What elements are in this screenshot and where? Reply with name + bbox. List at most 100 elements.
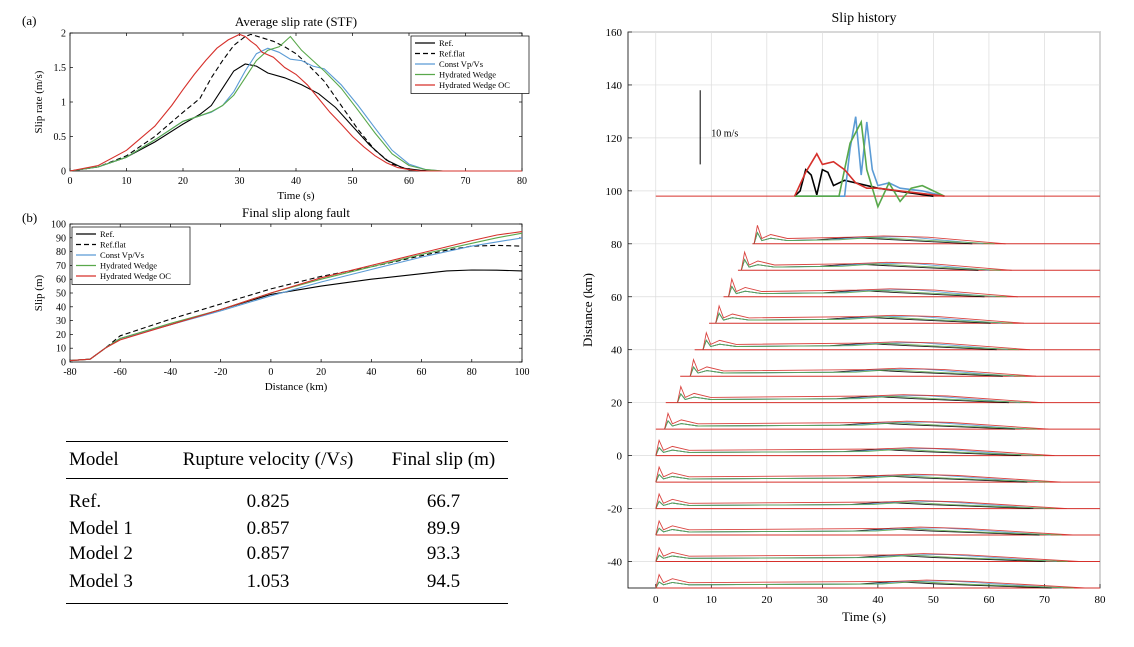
x-tick-label: -60 (114, 367, 127, 378)
slip-trace (740, 250, 1012, 271)
cell-model: Model 1 (69, 517, 133, 539)
legend-box (71, 226, 191, 285)
header-model: Model (69, 449, 119, 470)
x-tick-label: 10 (122, 176, 132, 187)
legend-box (410, 35, 530, 94)
slip-trace (702, 339, 1019, 351)
slip-trace (655, 546, 1079, 562)
slip-trace (655, 446, 1044, 457)
y-axis-label: Distance (km) (580, 273, 595, 347)
y-tick-label: 20 (56, 330, 66, 341)
header-rupture-velocity-close: ) (346, 449, 354, 470)
slip-trace (676, 393, 1032, 404)
slip-trace (655, 438, 1055, 457)
legend-label: Hydrated Wedge OC (439, 80, 510, 90)
x-tick-label: 40 (872, 594, 884, 606)
x-tick-label: 40 (291, 176, 301, 187)
cell-final-slip: 93.3 (426, 542, 461, 564)
cell-rupture-velocity: 0.825 (246, 490, 290, 512)
y-tick-label: 100 (606, 186, 623, 198)
y-tick-label: 30 (56, 316, 66, 327)
x-tick-label: 70 (1039, 594, 1051, 606)
chart-title: Average slip rate (STF) (235, 14, 357, 29)
legend-label: Ref. (100, 229, 114, 239)
y-tick-label: 0 (61, 358, 66, 369)
x-tick-label: 80 (467, 367, 477, 378)
slip-trace (753, 231, 995, 245)
slip-trace (655, 473, 1050, 483)
slip-trace (715, 304, 1024, 324)
x-tick-label: 50 (348, 176, 358, 187)
slip-trace (728, 285, 1007, 298)
table-row: Model 2 0.857 93.3 (66, 541, 508, 566)
y-tick-label: -20 (607, 504, 622, 516)
legend-label: Ref.flat (439, 49, 465, 59)
x-tick-label: -80 (63, 367, 76, 378)
panel-label-b: (b) (22, 210, 38, 225)
series-line (69, 35, 522, 172)
y-tick-label: 50 (56, 289, 66, 300)
x-tick-label: 20 (178, 176, 188, 187)
scale-bar-label: 10 m/s (711, 129, 738, 140)
series-line (69, 33, 522, 172)
legend-label: Const Vp/Vs (100, 250, 144, 260)
slip-trace (793, 152, 945, 197)
slip-trace (655, 554, 1068, 562)
y-tick-label: 140 (606, 80, 623, 92)
x-tick-label: 70 (461, 176, 471, 187)
cell-final-slip: 94.5 (426, 570, 461, 592)
slip-trace (728, 277, 1018, 298)
table-row: Model 3 1.053 94.5 (66, 566, 508, 604)
x-tick-label: 20 (316, 367, 326, 378)
x-tick-label: 30 (235, 176, 245, 187)
y-tick-label: 60 (56, 275, 66, 286)
legend-label: Hydrated Wedge OC (100, 271, 171, 281)
series-line (69, 231, 523, 362)
slip-trace (702, 331, 1031, 351)
slip-trace (715, 312, 1013, 324)
chart-title: Final slip along fault (242, 205, 350, 220)
y-tick-label: 80 (611, 239, 623, 251)
cell-final-slip: 66.7 (426, 490, 461, 512)
y-tick-label: 1.5 (54, 63, 67, 74)
header-final-slip: Final slip (m) (391, 449, 496, 470)
x-tick-label: 40 (366, 367, 376, 378)
x-tick-label: 60 (417, 367, 427, 378)
slip-trace (655, 492, 1067, 510)
slip-trace (664, 419, 1038, 430)
x-tick-label: -40 (164, 367, 177, 378)
slip-trace (655, 527, 1062, 536)
table-header-row: Model Rupture velocity (/VS) Final slip … (66, 441, 508, 479)
x-tick-label: 0 (68, 176, 73, 187)
legend-label: Hydrated Wedge (439, 70, 496, 80)
series-line (69, 33, 522, 172)
x-tick-label: 80 (1095, 594, 1107, 606)
slip-trace (794, 119, 945, 209)
slip-trace (740, 258, 1001, 271)
x-tick-label: -20 (214, 367, 227, 378)
slip-trace (655, 581, 1074, 589)
x-tick-label: 60 (983, 594, 995, 606)
x-tick-label: 50 (928, 594, 940, 606)
y-tick-label: 0 (617, 451, 623, 463)
x-tick-label: 0 (268, 367, 273, 378)
y-tick-label: 20 (611, 398, 623, 410)
header-rupture-velocity-text: Rupture velocity (/V (182, 449, 340, 470)
cell-model: Model 3 (69, 570, 133, 592)
cell-rupture-velocity: 1.053 (246, 570, 290, 592)
y-tick-label: 0 (61, 167, 66, 178)
y-tick-label: 2 (61, 29, 66, 40)
rupture-summary-table: Model Rupture velocity (/VS) Final slip … (66, 441, 508, 604)
x-tick-label: 30 (817, 594, 829, 606)
slip-trace (655, 573, 1086, 589)
y-axis-label: Slip (m) (33, 274, 45, 311)
slip-trace (689, 358, 1037, 377)
x-axis-label: Time (s) (277, 190, 315, 202)
y-tick-label: 40 (611, 345, 623, 357)
y-tick-label: 70 (56, 261, 66, 272)
legend-label: Hydrated Wedge (100, 261, 157, 271)
slip-trace (753, 225, 1006, 245)
x-tick-label: 100 (515, 367, 530, 378)
y-tick-label: 0.5 (54, 132, 67, 143)
